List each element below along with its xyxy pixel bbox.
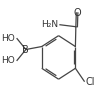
Text: Cl: Cl: [85, 77, 95, 87]
Text: HO: HO: [2, 56, 15, 65]
Text: O: O: [73, 8, 81, 18]
Text: HO: HO: [2, 34, 15, 43]
Text: H₂N: H₂N: [41, 20, 58, 29]
Text: B: B: [22, 44, 29, 55]
